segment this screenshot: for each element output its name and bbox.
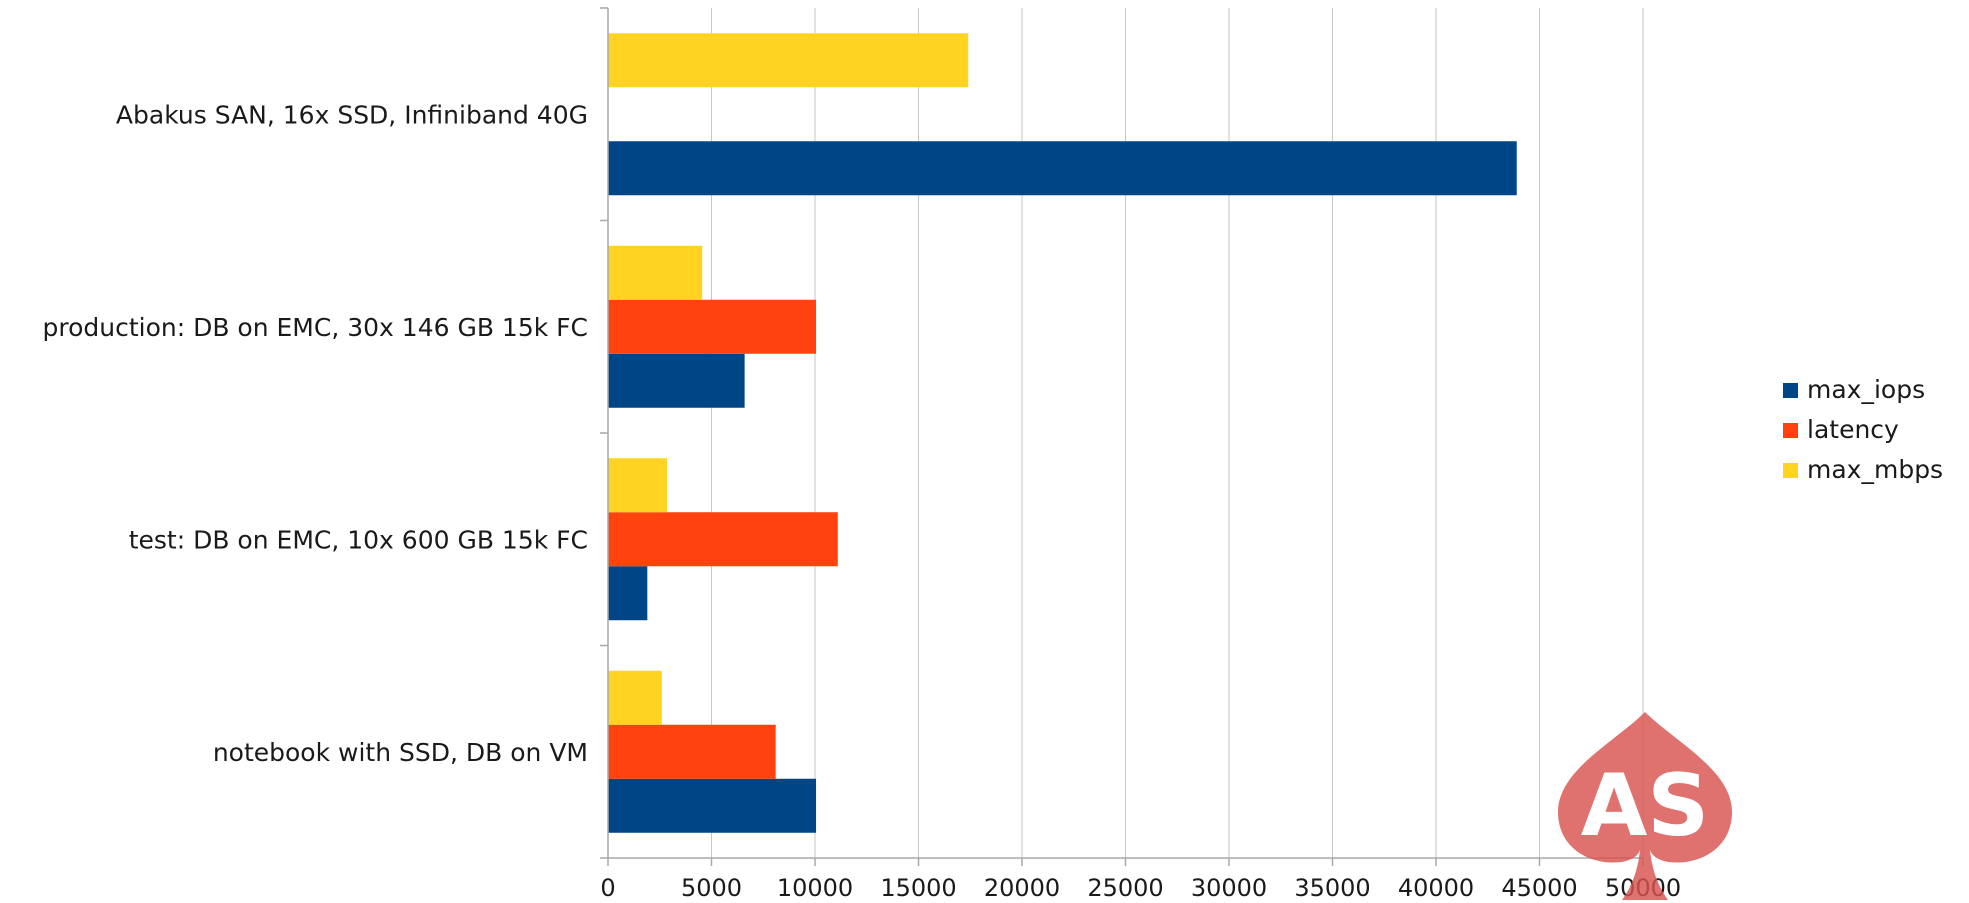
- legend-swatch: [1783, 383, 1798, 398]
- x-tick-label: 45000: [1501, 874, 1577, 902]
- x-tick-label: 5000: [681, 874, 742, 902]
- bars: [608, 33, 1517, 833]
- watermark-text: AS: [1581, 756, 1710, 856]
- legend-swatch: [1783, 423, 1798, 438]
- x-tick-label: 20000: [984, 874, 1060, 902]
- bar-max_iops: [608, 141, 1517, 196]
- x-tick-labels: 0 5000 10000 15000 20000 25000 30000 35000 40000…: [600, 874, 1681, 902]
- bar-max_mbps: [608, 33, 969, 88]
- bar-max_mbps: [608, 245, 703, 300]
- spade-logo-icon: AS: [1558, 712, 1732, 900]
- legend-swatch: [1783, 463, 1798, 478]
- bar-max_iops: [608, 353, 745, 408]
- category-label: Abakus SAN, 16x SSD, Infiniband 40G: [116, 100, 588, 129]
- legend-label: max_iops: [1807, 375, 1925, 404]
- bar-max_mbps: [608, 670, 662, 725]
- x-tick-label: 25000: [1087, 874, 1163, 902]
- legend-label: latency: [1807, 415, 1899, 444]
- x-tick-label: 15000: [880, 874, 956, 902]
- x-tick-label: 30000: [1191, 874, 1267, 902]
- legend-label: max_mbps: [1807, 455, 1943, 484]
- category-label: test: DB on EMC, 10x 600 GB 15k FC: [129, 525, 588, 554]
- axes: [600, 7, 1644, 866]
- category-label: notebook with SSD, DB on VM: [213, 738, 588, 767]
- spade-shape: [1558, 712, 1732, 900]
- bar-max_iops: [608, 778, 817, 833]
- grid-lines: [711, 8, 1644, 858]
- x-tick-label: 10000: [777, 874, 853, 902]
- x-tick-label: 40000: [1398, 874, 1474, 902]
- bar-latency: [608, 299, 817, 354]
- bar-latency: [608, 512, 838, 567]
- category-labels: Abakus SAN, 16x SSD, Infiniband 40G produ…: [42, 100, 588, 767]
- bar-max_iops: [608, 566, 648, 621]
- x-tick-label: 35000: [1294, 874, 1370, 902]
- bar-latency: [608, 724, 776, 779]
- bar-max_mbps: [608, 458, 667, 513]
- category-label: production: DB on EMC, 30x 146 GB 15k FC: [42, 313, 588, 342]
- x-tick-label: 0: [600, 874, 615, 902]
